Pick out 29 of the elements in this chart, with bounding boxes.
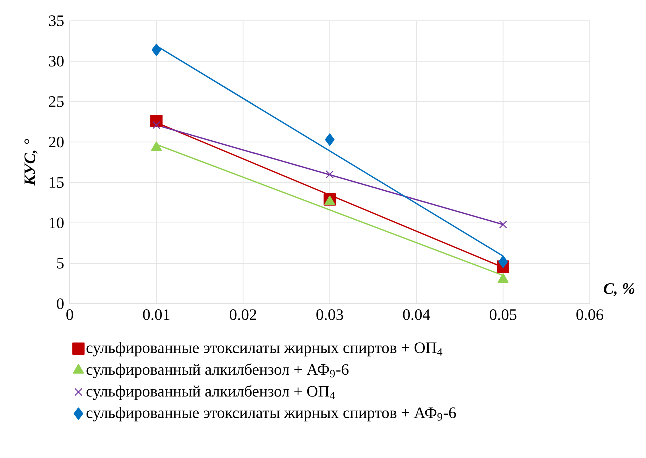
x-tick-label: 0: [66, 310, 74, 320]
y-tick-label: 0: [57, 298, 64, 310]
y-tick-label: 15: [50, 177, 64, 188]
legend-label: сульфированный алкилбензол + ОП$_{4}$: [86, 385, 336, 400]
point: [499, 220, 508, 229]
point: [498, 256, 508, 268]
y-tick-label: 20: [49, 136, 64, 148]
point: [325, 134, 335, 146]
y-tick-label: 35: [49, 16, 64, 26]
y-tick-label: 30: [49, 56, 64, 67]
x-tick-label: 0.01: [143, 310, 170, 320]
y-axis-title: КУС, °: [24, 139, 38, 186]
x-tick-label: 0.04: [403, 310, 430, 320]
point: [152, 121, 161, 130]
x-tick-label: 0.06: [576, 310, 604, 320]
y-tick-label: 25: [49, 96, 64, 108]
point: [498, 274, 509, 284]
point: [152, 44, 162, 56]
x-tick-label: 0.03: [316, 310, 344, 320]
y-tick-label: 10: [50, 218, 64, 229]
legend-label: сульфированный алкилбензол + АФ$_{9}$-6: [86, 364, 349, 378]
legend-label: сульфированные этоксилаты жирных спиртов + ОП$_{4}$: [86, 342, 443, 357]
y-tick-label: 5: [57, 258, 64, 269]
x-tick-label: 0.05: [490, 310, 517, 320]
legend-label: сульфированные этоксилаты жирных спиртов + АФ$_{9}$-6: [86, 407, 456, 422]
x-tick-label: 0.02: [230, 310, 256, 320]
x-axis-title: C, %: [604, 283, 635, 296]
point: [326, 170, 334, 179]
point: [151, 142, 162, 152]
